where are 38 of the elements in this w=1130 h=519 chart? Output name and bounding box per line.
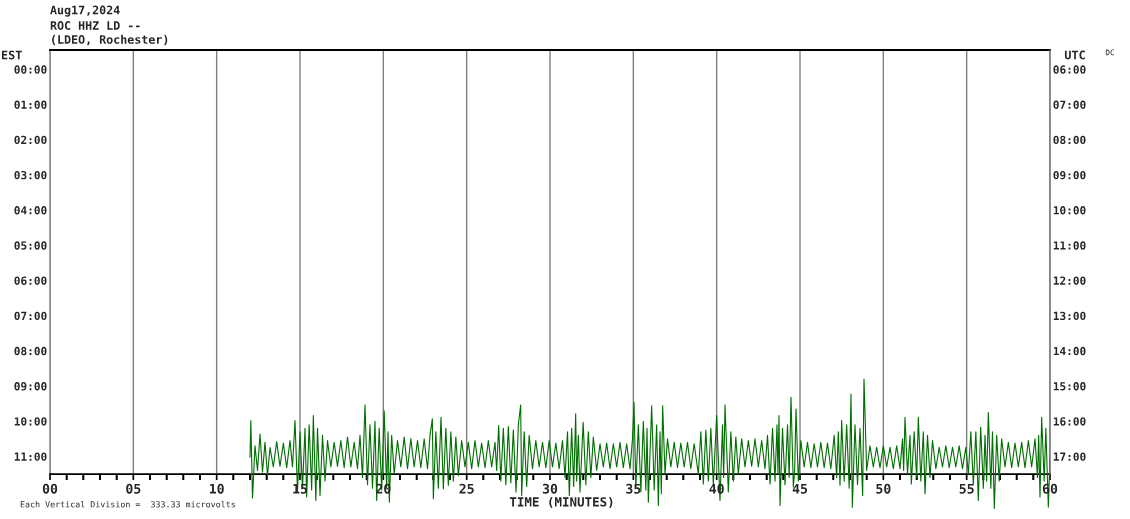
y-tick-label: 08:00 [14, 346, 47, 356]
y-tick-label: 10:00 [14, 417, 47, 426]
y2-tick-label: 09:00 [1053, 170, 1086, 180]
y-tick-label: 06:00 [14, 276, 47, 285]
y-tick-label: 00:00 [14, 65, 47, 74]
chart-title: Aug17,2024 [50, 5, 120, 17]
y2-tick-label: 16:00 [1053, 417, 1086, 426]
y-tick-label: 03:00 [14, 170, 47, 180]
y2-tick-label: 13:00 [1053, 311, 1086, 321]
y-axis-title: EST [1, 50, 22, 60]
x-tick-label: 05 [126, 483, 141, 494]
y-tick-label: 11:00 [14, 452, 47, 461]
x-axis-title: TIME (MINUTES) [509, 496, 613, 509]
y2-tick-label: 06:00 [1053, 65, 1086, 74]
y2-tick-label: 07:00 [1053, 100, 1086, 109]
y2-tick-label: 11:00 [1053, 241, 1086, 250]
y-tick-label: 01:00 [14, 100, 47, 109]
y-tick-label: 04:00 [14, 206, 47, 215]
y2-tick-label: 12:00 [1053, 276, 1086, 285]
y2-tick-label: 10:00 [1053, 206, 1086, 215]
annotation: Each Vertical Division = 333.33 microvolts [20, 500, 235, 508]
y-tick-label: 02:00 [14, 135, 47, 145]
x-tick-label: 10 [209, 483, 224, 494]
y2-tick-label: 15:00 [1053, 382, 1086, 391]
y2-tick-label: 17:00 [1053, 452, 1086, 461]
x-tick-label: 45 [792, 483, 808, 494]
x-tick-label: 55 [959, 483, 974, 494]
x-tick-label: 30 [542, 483, 558, 494]
chart-subtitle: ROC HHZ LD -- (LDEO, Rochester) [50, 21, 168, 46]
y2-axis-title: UTC [1064, 50, 1085, 60]
y-tick-label: 05:00 [14, 241, 47, 250]
y-tick-label: 07:00 [14, 311, 47, 321]
x-tick-label: 00 [42, 483, 58, 494]
y2-tick-label: 14:00 [1053, 346, 1086, 356]
x-tick-label: 50 [876, 483, 891, 494]
y2-tick-label: 08:00 [1053, 135, 1086, 145]
x-tick-label: 25 [459, 483, 474, 494]
y-tick-label: 09:00 [14, 382, 47, 391]
